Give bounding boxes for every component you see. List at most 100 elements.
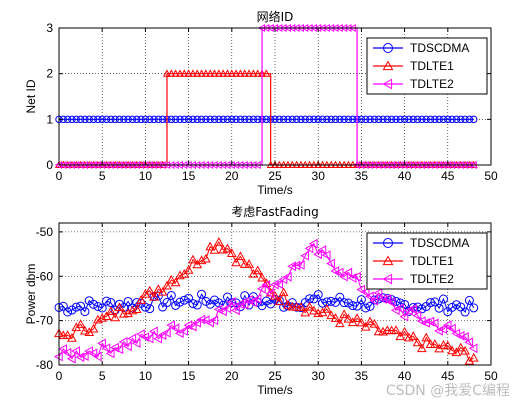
data-point xyxy=(97,338,106,349)
data-point xyxy=(197,289,207,299)
data-point xyxy=(295,260,305,270)
data-point xyxy=(356,295,366,305)
data-point xyxy=(149,326,158,337)
data-point xyxy=(174,328,184,339)
data-point xyxy=(365,291,374,302)
legend-marker xyxy=(382,78,393,90)
data-point xyxy=(262,69,271,77)
data-point xyxy=(291,260,301,271)
data-point xyxy=(76,115,85,124)
data-point xyxy=(71,302,81,312)
data-point xyxy=(197,69,206,77)
data-point xyxy=(343,313,354,323)
data-point xyxy=(157,286,168,296)
data-point xyxy=(226,297,236,307)
data-point xyxy=(241,115,249,124)
data-point xyxy=(442,340,453,350)
data-point xyxy=(254,115,262,124)
data-point xyxy=(161,327,171,338)
data-point xyxy=(240,69,249,77)
data-point xyxy=(146,115,154,124)
data-point xyxy=(228,115,236,124)
data-point xyxy=(189,115,197,124)
data-point xyxy=(400,115,409,124)
data-point xyxy=(222,292,232,302)
data-point xyxy=(361,303,371,313)
data-point xyxy=(412,310,422,321)
data-point xyxy=(282,272,292,282)
data-point xyxy=(89,299,99,309)
data-point xyxy=(93,302,103,312)
data-point xyxy=(400,299,410,309)
data-point xyxy=(279,115,288,124)
data-point xyxy=(257,272,267,282)
x-tick-label: 10 xyxy=(139,169,153,183)
data-point xyxy=(219,115,227,124)
data-point xyxy=(176,115,184,124)
series-line xyxy=(58,293,475,313)
data-point xyxy=(455,342,466,352)
data-point xyxy=(426,115,435,124)
data-point xyxy=(205,241,216,251)
x-tick-label: 50 xyxy=(484,369,498,383)
data-point xyxy=(269,279,279,290)
data-point xyxy=(370,115,379,124)
data-point xyxy=(461,115,469,124)
data-point xyxy=(144,285,155,295)
data-point xyxy=(150,115,158,124)
data-point xyxy=(288,115,296,124)
data-point xyxy=(102,296,112,306)
data-point xyxy=(422,115,430,124)
data-point xyxy=(399,311,409,322)
data-point xyxy=(105,306,116,315)
chart-panel-1: 0 5 10 15 20 25 30 35 40 45 50 0 1 2 3 网络ID Time/s Net ID… xyxy=(24,9,498,197)
data-point xyxy=(334,318,345,328)
data-point xyxy=(313,249,322,260)
data-point xyxy=(127,333,137,344)
data-point xyxy=(252,294,262,304)
data-point xyxy=(202,115,210,124)
data-point xyxy=(369,318,380,328)
data-point xyxy=(166,320,176,330)
data-point xyxy=(171,69,180,77)
data-point xyxy=(327,115,335,124)
legend-label: TDSCDMA xyxy=(410,41,469,55)
x-tick-label: 40 xyxy=(398,169,412,183)
data-point xyxy=(452,115,461,124)
data-point xyxy=(141,115,150,124)
data-point xyxy=(175,297,185,307)
data-point xyxy=(131,338,141,349)
y-tick-label: -80 xyxy=(36,358,54,372)
data-point xyxy=(339,309,349,319)
data-point xyxy=(210,69,219,77)
data-point xyxy=(231,257,241,267)
legend-entry-tdlte1: TDLTE1 xyxy=(373,59,454,73)
data-point xyxy=(80,307,90,317)
data-point xyxy=(444,115,452,124)
x-tick-label: 45 xyxy=(441,369,455,383)
data-point xyxy=(317,245,327,255)
data-point xyxy=(374,115,383,124)
x-tick-label: 10 xyxy=(139,369,153,383)
x-axis-label: Time/s xyxy=(257,183,293,197)
data-point xyxy=(447,323,456,334)
data-point xyxy=(451,328,461,339)
y-tick-label: -50 xyxy=(36,225,54,239)
data-point xyxy=(120,115,128,124)
series-line xyxy=(58,242,475,360)
x-axis-label: Time/s xyxy=(257,383,293,397)
data-point xyxy=(304,243,314,254)
data-point xyxy=(102,115,111,124)
x-tick-label: 25 xyxy=(268,169,282,183)
data-point xyxy=(438,324,448,335)
data-point xyxy=(97,303,107,313)
data-point xyxy=(292,115,301,124)
data-point xyxy=(460,345,470,355)
data-point xyxy=(382,294,392,304)
x-tick-label: 0 xyxy=(56,369,63,383)
data-point xyxy=(215,115,223,124)
legend: TDSCDMA TDLTE1 TDLTE2 xyxy=(366,232,488,290)
data-point xyxy=(300,250,309,261)
data-point xyxy=(131,304,142,313)
data-point xyxy=(405,115,413,124)
